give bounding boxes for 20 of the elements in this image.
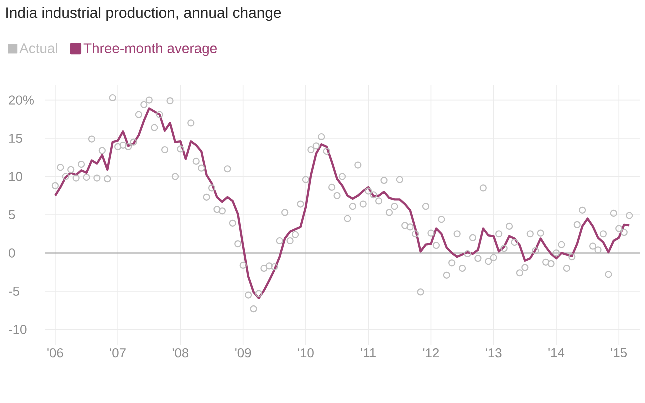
x-tick-label: '08 xyxy=(172,348,189,358)
x-tick-label: '10 xyxy=(298,348,314,358)
x-tick-label: '09 xyxy=(236,348,252,358)
legend-label: Actual xyxy=(20,43,58,54)
y-tick-label: -5 xyxy=(9,286,20,296)
x-tick-label: '12 xyxy=(423,348,440,358)
x-tick-label: '11 xyxy=(361,348,376,358)
legend-label: Three-month average xyxy=(84,43,217,56)
y-tick-label: 0 xyxy=(9,248,16,258)
x-tick-label: '14 xyxy=(548,348,565,358)
y-tick-label: 5 xyxy=(9,210,16,220)
y-tick-label: -10 xyxy=(9,325,27,334)
chart-title: India industrial production, annual change xyxy=(6,7,282,22)
y-tick-label: 10 xyxy=(10,172,22,182)
y-tick-label: 15 xyxy=(10,134,22,144)
x-tick-label: '15 xyxy=(611,348,628,358)
x-tick-label: '06 xyxy=(48,348,64,358)
x-tick-label: '13 xyxy=(486,348,502,358)
x-tick-label: '07 xyxy=(110,348,126,358)
y-tick-label: 20% xyxy=(9,96,34,105)
